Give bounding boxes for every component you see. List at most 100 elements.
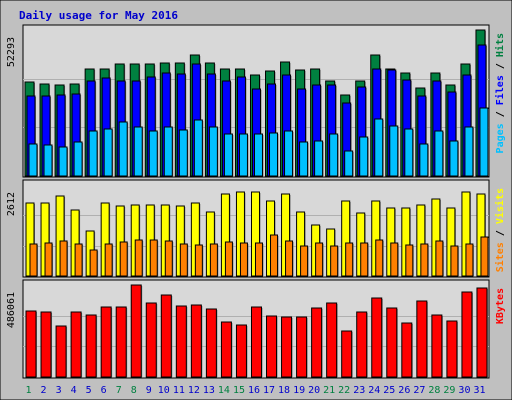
day-label-22: 22 <box>338 385 350 396</box>
bar-kbytes-5 <box>85 314 97 378</box>
bar-kbytes-23 <box>356 311 368 378</box>
bar-kbytes-25 <box>386 307 398 378</box>
legend-entry-hits-files-pages-0: Pages <box>495 123 506 153</box>
legend-entry-hits-files-pages-2: Files <box>494 75 506 105</box>
bar-pages-25 <box>389 125 399 177</box>
bar-pages-15 <box>238 133 248 177</box>
day-label-11: 11 <box>173 385 185 396</box>
bar-kbytes-21 <box>326 302 338 378</box>
bar-sites-19 <box>300 245 309 277</box>
bar-sites-31 <box>480 236 489 277</box>
bar-pages-11 <box>178 129 188 177</box>
legend-entry-hits-files-pages-4: Hits <box>494 33 506 57</box>
bar-sites-13 <box>209 243 218 277</box>
day-label-28: 28 <box>428 385 440 396</box>
bar-pages-27 <box>419 143 429 177</box>
bar-pages-2 <box>43 144 53 177</box>
bar-pages-19 <box>299 141 309 177</box>
bar-pages-8 <box>133 126 143 177</box>
max-label-hits-files-pages: 52293 <box>6 37 17 67</box>
chart-title: Daily usage for May 2016 <box>19 9 178 22</box>
bar-pages-9 <box>148 130 158 177</box>
day-label-21: 21 <box>323 385 335 396</box>
day-label-26: 26 <box>398 385 410 396</box>
bar-sites-10 <box>164 240 173 277</box>
bar-sites-27 <box>420 243 429 277</box>
bar-kbytes-13 <box>205 308 217 378</box>
bar-sites-28 <box>435 240 444 277</box>
bar-pages-12 <box>193 119 203 177</box>
bar-kbytes-22 <box>341 330 353 378</box>
day-label-16: 16 <box>248 385 260 396</box>
bar-pages-14 <box>223 133 233 177</box>
bar-sites-22 <box>345 242 354 277</box>
bar-kbytes-27 <box>416 300 428 378</box>
bar-kbytes-18 <box>281 316 293 378</box>
bar-sites-7 <box>119 241 128 277</box>
day-label-4: 4 <box>71 385 77 396</box>
bar-kbytes-24 <box>371 297 383 378</box>
legend-entry-hits-files-pages-1: / <box>495 105 506 123</box>
day-label-30: 30 <box>458 385 470 396</box>
bar-sites-14 <box>224 241 233 277</box>
bar-pages-13 <box>208 126 218 177</box>
bar-sites-21 <box>330 245 339 277</box>
day-axis: 1 2 3 4 5 6 7 8 9 10 11 12 13 14 15 16 17 18 19 20 21 22 23 24 2… <box>26 385 486 396</box>
bar-kbytes-3 <box>55 325 67 378</box>
bar-pages-24 <box>374 118 384 177</box>
bar-kbytes-8 <box>130 284 142 378</box>
bar-sites-25 <box>390 242 399 277</box>
day-label-9: 9 <box>146 385 152 396</box>
bar-sites-6 <box>104 243 113 277</box>
bar-kbytes-12 <box>190 304 202 378</box>
bar-pages-10 <box>163 126 173 177</box>
bar-pages-23 <box>359 136 369 177</box>
bar-sites-23 <box>360 242 369 277</box>
day-label-24: 24 <box>368 385 380 396</box>
bar-kbytes-19 <box>296 316 308 378</box>
day-label-8: 8 <box>131 385 137 396</box>
bar-kbytes-7 <box>115 306 127 378</box>
bar-kbytes-16 <box>250 306 262 378</box>
bar-sites-8 <box>134 239 143 277</box>
day-label-3: 3 <box>56 385 62 396</box>
day-label-31: 31 <box>473 385 485 396</box>
bar-pages-30 <box>464 126 474 177</box>
bar-pages-31 <box>479 107 489 177</box>
bar-sites-16 <box>254 242 263 277</box>
bar-pages-18 <box>284 130 294 177</box>
day-label-20: 20 <box>308 385 320 396</box>
bar-sites-4 <box>74 243 83 277</box>
bar-pages-22 <box>344 150 354 177</box>
legend-entry-visits-sites-2: Visits <box>494 188 506 224</box>
day-label-13: 13 <box>203 385 215 396</box>
bar-sites-5 <box>89 249 98 277</box>
legend-visits-sites: Sites / Visits <box>494 188 506 272</box>
max-label-visits-sites: 2612 <box>6 192 17 216</box>
bar-sites-20 <box>315 242 324 277</box>
bar-kbytes-14 <box>220 321 232 378</box>
day-label-27: 27 <box>413 385 425 396</box>
bar-pages-21 <box>329 133 339 177</box>
bar-pages-29 <box>449 140 459 177</box>
bar-kbytes-26 <box>401 322 413 378</box>
day-label-23: 23 <box>353 385 365 396</box>
bar-kbytes-2 <box>40 311 52 378</box>
bar-kbytes-4 <box>70 311 82 378</box>
bar-sites-30 <box>465 243 474 277</box>
day-label-14: 14 <box>218 385 230 396</box>
bar-pages-6 <box>103 128 113 177</box>
legend-entry-visits-sites-1: / <box>495 224 506 242</box>
day-label-6: 6 <box>101 385 107 396</box>
bar-sites-15 <box>239 242 248 277</box>
bar-pages-16 <box>253 133 263 177</box>
max-label-kbytes: 486061 <box>6 292 17 328</box>
bar-sites-12 <box>194 244 203 277</box>
day-label-2: 2 <box>41 385 47 396</box>
day-label-12: 12 <box>188 385 200 396</box>
legend-kbytes: KBytes <box>495 288 506 324</box>
bar-sites-17 <box>270 234 279 277</box>
legend-hits-files-pages: Pages / Files / Hits <box>494 33 506 153</box>
bar-pages-7 <box>118 121 128 177</box>
